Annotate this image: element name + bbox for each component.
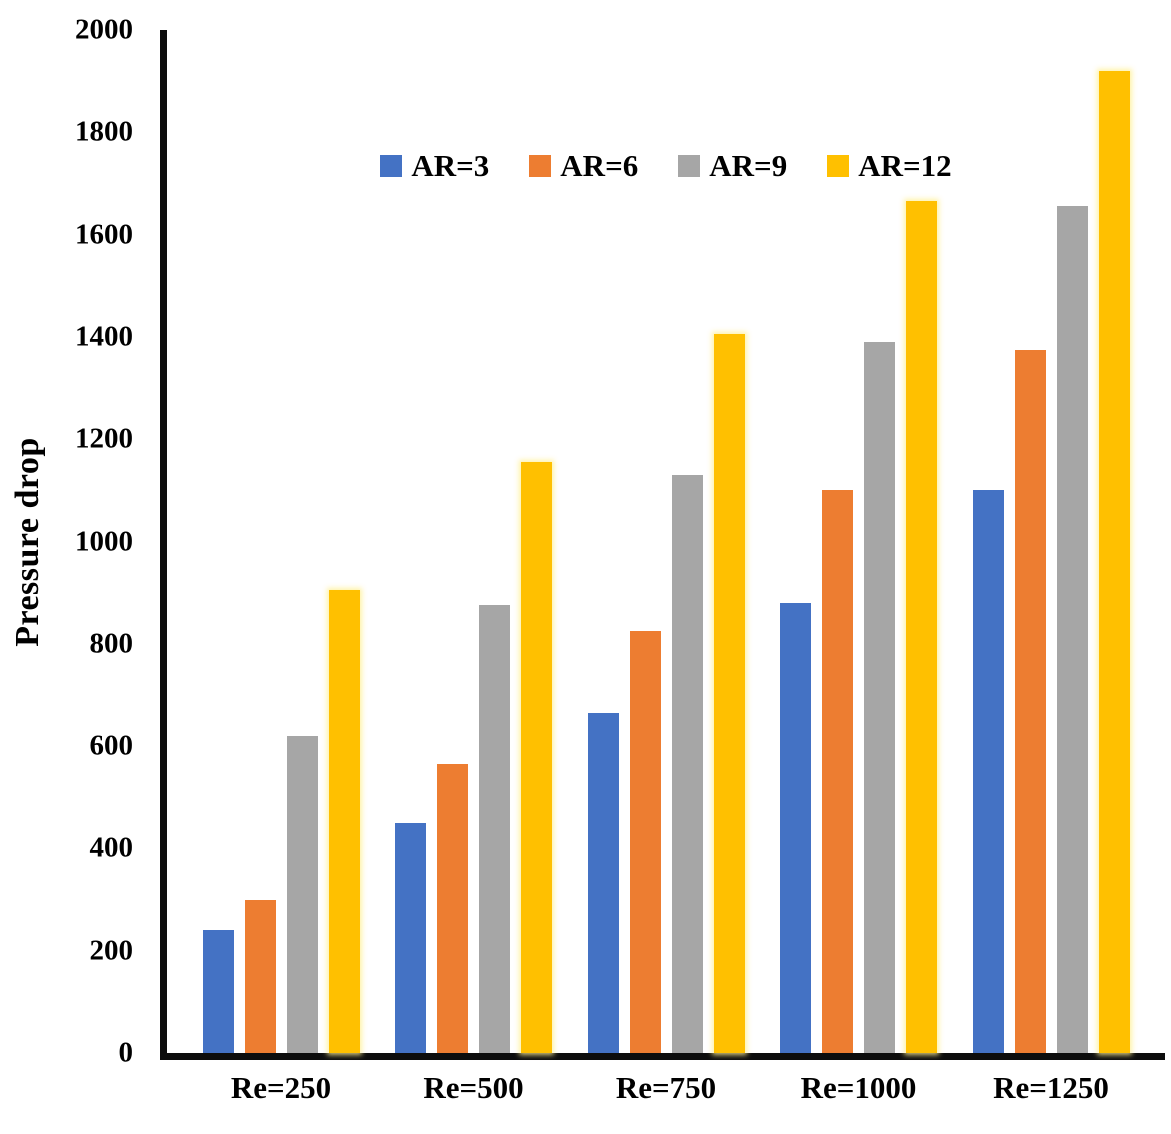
y-tick-2000: 2000 [75,13,133,46]
x-label-re750: Re=750 [615,1070,717,1105]
bar-ar6-re750 [629,631,661,1053]
y-tick-1200: 1200 [75,422,133,455]
y-tick-200: 200 [89,934,134,967]
bar-ar12-re1250 [1098,70,1130,1053]
bar-group-re750 [587,30,745,1053]
bar-ar3-re1250 [972,490,1004,1053]
bar-ar9-re250 [286,735,318,1053]
y-axis-tick-labels: 0 200 400 600 800 1000 1200 1400 1600 1800 2000 [0,15,134,1067]
bar-ar6-re1000 [822,490,853,1053]
legend-item-ar9: AR=9 [678,150,787,181]
legend-item-ar6: AR=6 [529,150,638,181]
x-axis-category-labels: Re=250 Re=500 Re=750 Re=1000 Re=1250 [167,1072,1165,1103]
bar-ar3-re750 [587,712,619,1053]
y-tick-400: 400 [89,831,134,864]
x-label-re1250: Re=1250 [993,1070,1109,1105]
bar-group-re1250 [972,30,1130,1053]
legend-item-ar3: AR=3 [380,150,489,181]
bar-ar12-re250 [328,590,360,1053]
bar-ar6-re1250 [1014,349,1046,1053]
legend-label-ar12: AR=12 [858,148,952,183]
bar-group-re250 [202,30,360,1053]
chart-legend: AR=3 AR=6 AR=9 AR=12 [167,150,1165,181]
legend-swatch-ar3 [380,154,403,177]
bar-ar9-re1000 [864,342,895,1053]
y-tick-1800: 1800 [75,115,133,148]
bar-ar3-re1000 [780,602,811,1053]
bar-ar6-re250 [244,899,276,1053]
y-tick-1400: 1400 [75,320,133,353]
legend-label-ar6: AR=6 [560,148,639,183]
legend-item-ar12: AR=12 [827,148,952,183]
bar-ar6-re500 [437,764,468,1053]
y-tick-1600: 1600 [75,218,133,251]
bar-ar3-re500 [395,822,426,1053]
bars-layer [167,30,1165,1053]
legend-swatch-ar6 [529,154,552,177]
bar-ar9-re500 [479,605,510,1053]
x-label-re500: Re=500 [423,1070,524,1105]
plot-area: AR=3 AR=6 AR=9 AR=12 [160,30,1165,1060]
legend-label-ar9: AR=9 [709,148,788,183]
bar-group-re1000 [780,30,937,1053]
legend-swatch-ar12 [827,154,850,177]
legend-label-ar3: AR=3 [411,148,490,183]
y-tick-600: 600 [89,729,134,762]
bar-ar9-re750 [671,475,703,1053]
y-tick-1000: 1000 [75,525,133,557]
bar-ar12-re750 [713,334,745,1053]
bar-ar12-re1000 [906,201,937,1053]
x-label-re1000: Re=1000 [800,1070,917,1105]
bar-ar9-re1250 [1056,206,1088,1053]
legend-swatch-ar9 [678,154,701,177]
bar-ar3-re250 [202,930,234,1053]
bar-group-re500 [395,30,552,1053]
x-label-re250: Re=250 [230,1070,332,1105]
y-tick-800: 800 [89,627,134,660]
bar-ar12-re500 [521,462,552,1053]
y-tick-0: 0 [118,1036,134,1069]
